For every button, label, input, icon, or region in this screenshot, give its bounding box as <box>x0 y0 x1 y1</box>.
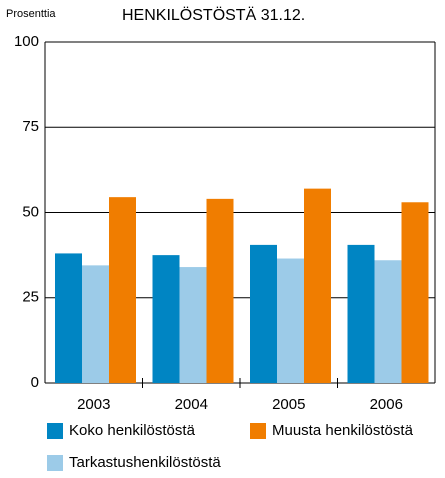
bar <box>55 253 82 383</box>
x-tick-label: 2005 <box>272 396 305 413</box>
y-tick-label: 75 <box>22 118 39 135</box>
bar <box>304 188 331 383</box>
legend-swatch <box>47 423 63 439</box>
bar <box>374 260 402 383</box>
y-tick-label: 0 <box>31 374 39 391</box>
bar <box>109 197 136 383</box>
bar <box>277 258 304 383</box>
legend-label: Tarkastushenkilöstöstä <box>69 454 221 471</box>
y-axis-label: Prosenttia <box>6 8 56 20</box>
x-tick-label: 2003 <box>77 396 110 413</box>
x-tick-label: 2006 <box>370 396 403 413</box>
legend-swatch <box>250 423 266 439</box>
legend-label: Koko henkilöstöstä <box>69 422 196 439</box>
bar <box>179 267 207 383</box>
bar <box>206 198 234 383</box>
bar <box>401 202 429 383</box>
bar <box>152 255 180 383</box>
chart-title: HENKILÖSTÖSTÄ 31.12. <box>122 6 305 24</box>
bar <box>347 244 375 383</box>
y-tick-label: 50 <box>22 203 39 220</box>
y-tick-label: 100 <box>14 33 39 50</box>
bar <box>82 265 109 383</box>
legend-swatch <box>47 455 63 471</box>
bar <box>250 244 277 383</box>
x-tick-label: 2004 <box>175 396 208 413</box>
legend-label: Muusta henkilöstöstä <box>272 422 414 439</box>
y-tick-label: 25 <box>22 289 39 306</box>
